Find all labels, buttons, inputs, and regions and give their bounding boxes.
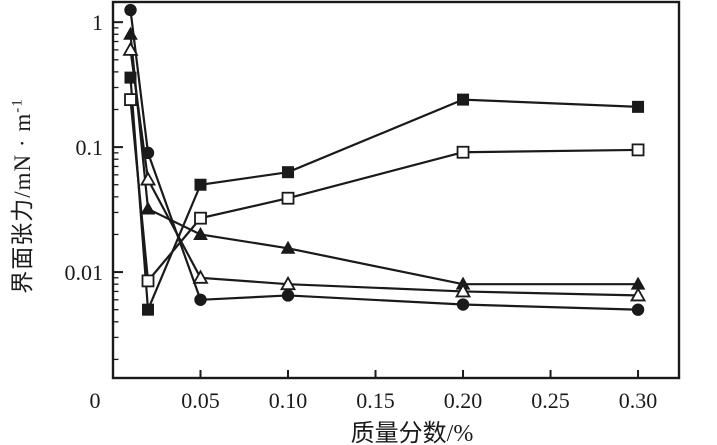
series-open-triangle-marker [139,171,157,186]
series-open-square-marker [631,143,645,157]
plot-frame [111,0,681,380]
series-filled-triangle-marker [123,26,138,40]
series-filled-circle-marker [194,293,207,306]
series-filled-triangle-marker [280,240,296,254]
y-axis-label-text: 界面张力/mN · m [10,112,35,294]
series-filled-square-marker [282,166,295,179]
series-filled-square-line [129,77,639,311]
y-tick-label: 0.01 [65,260,104,285]
series-filled-square-marker [632,100,645,113]
x-tick-label: 0.30 [619,388,658,413]
series-filled-circle-marker [456,298,470,311]
series-filled-circle-line [129,9,639,311]
series-filled-triangle-marker [193,226,208,240]
series-open-square-marker [194,211,207,225]
series-filled-square-marker [124,71,137,84]
y-axis-label: 界面张力/mN · m-1 [3,98,37,293]
series-filled-circle-marker [141,146,155,160]
y-tick-label: 1 [92,10,103,35]
series-filled-square-marker [457,93,470,106]
series-open-square-marker [281,191,295,205]
series-open-triangle-marker [454,283,472,298]
x-tick-label: 0.20 [444,388,483,413]
x-tick-label: 0.05 [181,388,220,413]
x-tick-label: 0.15 [356,388,395,413]
series-open-square-marker [141,274,155,288]
series-open-square-marker [456,145,470,159]
series-open-square-line [129,99,639,284]
series-open-triangle-marker [279,275,297,291]
series-filled-triangle-line [129,34,639,286]
y-tick-label: 0.1 [76,135,104,160]
x-tick-label: 0.25 [531,388,570,413]
x-origin-label: 0 [90,388,101,413]
x-axis-label: 质量分数/% [350,421,474,445]
series-filled-circle-marker [124,3,137,17]
series-open-triangle-marker [192,269,209,284]
series-filled-square-marker [142,303,155,316]
x-tick-label: 0.10 [269,388,308,413]
series-open-triangle-marker [122,41,139,56]
y-axis-label-superscript: -1 [9,98,26,113]
series-filled-square-marker [194,178,207,191]
series-open-triangle-marker [630,287,647,302]
series-filled-circle-marker [631,303,645,316]
series-filled-circle-marker [281,289,295,302]
series-filled-triangle-marker [140,201,156,215]
series-open-square-marker [124,93,137,107]
